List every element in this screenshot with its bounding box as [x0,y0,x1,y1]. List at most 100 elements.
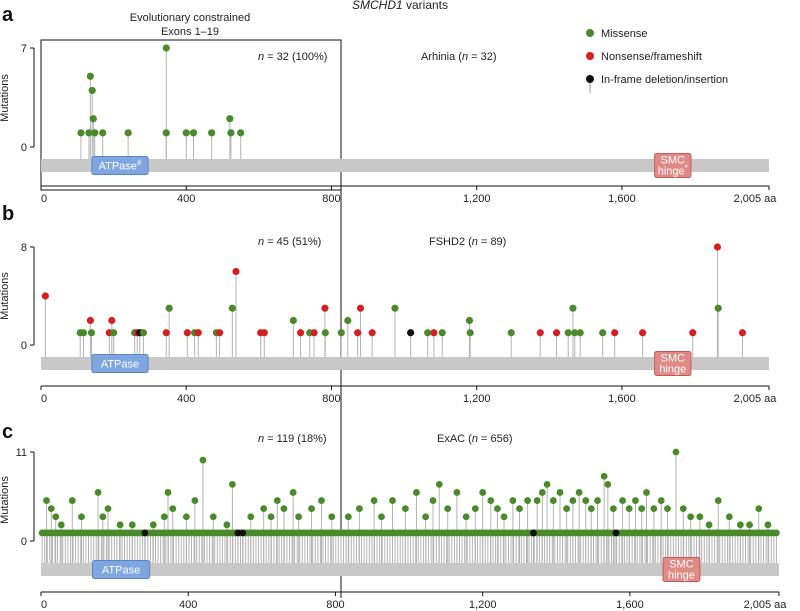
mutation-marker-missense [657,497,665,504]
domain-atpase-box [91,156,149,175]
mutation-marker-missense [444,505,452,513]
mutation-marker-missense [609,505,617,513]
mutation-marker-missense [110,329,118,337]
xtick-label: 1,200 [463,193,491,205]
xtick-label: 400 [179,599,197,611]
mutation-marker-missense [632,497,639,504]
mutation-marker-missense [696,513,704,521]
mutation-marker-missense [391,304,399,312]
right-note-text1-b: FSHD2 ( [429,236,472,248]
mutation-marker-nonsense [639,329,647,337]
stems-a [80,48,242,159]
mutation-marker-missense [182,129,190,137]
mutation-marker-missense [79,329,88,337]
left-note-n-b: n [258,236,264,248]
mutation-marker-inframe [407,329,415,337]
mutation-marker-missense [260,505,268,513]
legend-inframe-marker [586,75,594,83]
mutation-marker-missense [344,513,352,521]
mutation-marker-missense [556,489,564,496]
mutation-marker-missense [500,513,508,521]
ytick-max-a: 7 [21,43,27,55]
panel-letter-b: b [2,203,14,225]
mutation-marker-missense [424,329,432,337]
mutation-marker-nonsense [430,329,438,337]
xtick-label: 800 [326,599,344,611]
mutation-marker-nonsense [216,329,224,337]
mutation-marker-nonsense [354,329,362,337]
xtick-label: 0 [41,393,47,405]
mutation-marker-missense [227,129,235,137]
region-label-line1: Evolutionary constrained [130,12,250,24]
mutation-marker-missense [229,480,236,488]
xtick-label: 400 [177,393,195,405]
mutation-marker-missense [507,329,515,337]
legend-missense-label: Missense [601,28,647,40]
mutation-marker-missense [182,513,190,521]
domain-smc-label: SMC [661,353,686,365]
mutation-marker-missense [725,513,733,521]
mutation-marker-missense [736,521,744,529]
mutation-marker-missense [435,480,443,488]
mutation-marker-missense [267,513,275,521]
xtick-label: 1,200 [463,393,491,405]
mutation-marker-inframe [234,529,242,537]
ytick-zero-b: 0 [21,340,27,352]
xtick-label: 1,200 [469,599,497,611]
mutation-marker-missense [321,329,329,337]
right-note-text1-c: ExAC ( [437,433,472,445]
mutation-marker-nonsense [552,329,561,337]
legend-nonsense-label: Nonsense/frameshift [601,51,702,63]
stems-b [44,247,743,357]
mutation-marker-missense [149,521,157,529]
title-gene: SMCHD1 [352,0,403,12]
mutation-marker-missense [413,489,420,496]
protein-track-c [41,563,779,576]
mutation-marker-nonsense [232,267,240,276]
mutation-marker-nonsense [536,329,544,337]
xtick-label: 2,005 aa [744,599,788,611]
markers-b [41,243,747,337]
mutation-marker-missense [401,505,409,513]
mutation-marker-missense [471,505,479,513]
mutation-marker-missense [569,304,577,312]
mutation-marker-missense [587,505,595,513]
mutation-marker-missense [355,505,363,513]
mutation-marker-missense [116,521,124,529]
mutation-marker-missense [165,304,173,312]
legend: Missense Nonsense/frameshift In-frame de… [586,28,728,93]
mutation-marker-missense [378,513,385,521]
panel-letter-a: a [2,4,14,26]
left-note-c: n = 119 (18%) [258,433,327,445]
mutation-marker-missense [88,86,96,95]
mutation-marker-missense [237,129,245,137]
domain-superscript: # [137,159,142,168]
xtick-label: 800 [322,193,340,205]
mutation-marker-missense [575,489,583,496]
mutation-marker-missense [672,448,680,456]
mutation-marker-missense [128,521,136,529]
mutation-marker-missense [755,505,763,513]
markers-c [38,448,780,537]
left-note-text-b: = 45 (51%) [264,236,321,248]
left-note-n-a: n [258,51,264,63]
markers-a [77,44,245,137]
mutation-marker-missense [139,329,147,337]
mutation-marker-missense [228,304,236,312]
mutation-marker-nonsense [108,316,116,325]
title-rest: variants [403,0,448,12]
mutation-marker-missense [582,497,590,504]
mutation-marker-missense [160,513,168,521]
mutation-marker-missense [594,497,601,504]
protein-track-a [41,159,769,172]
mutation-marker-missense [162,129,170,137]
domain-atpase-box [91,354,149,373]
xtick-label: 1,600 [608,193,636,205]
mutation-marker-missense [543,480,551,488]
panel-letter-c: c [2,421,13,443]
xtick-label: 1,600 [608,393,636,405]
mutation-marker-missense [650,505,658,513]
right-note-text2-b: = 89) [478,236,506,248]
